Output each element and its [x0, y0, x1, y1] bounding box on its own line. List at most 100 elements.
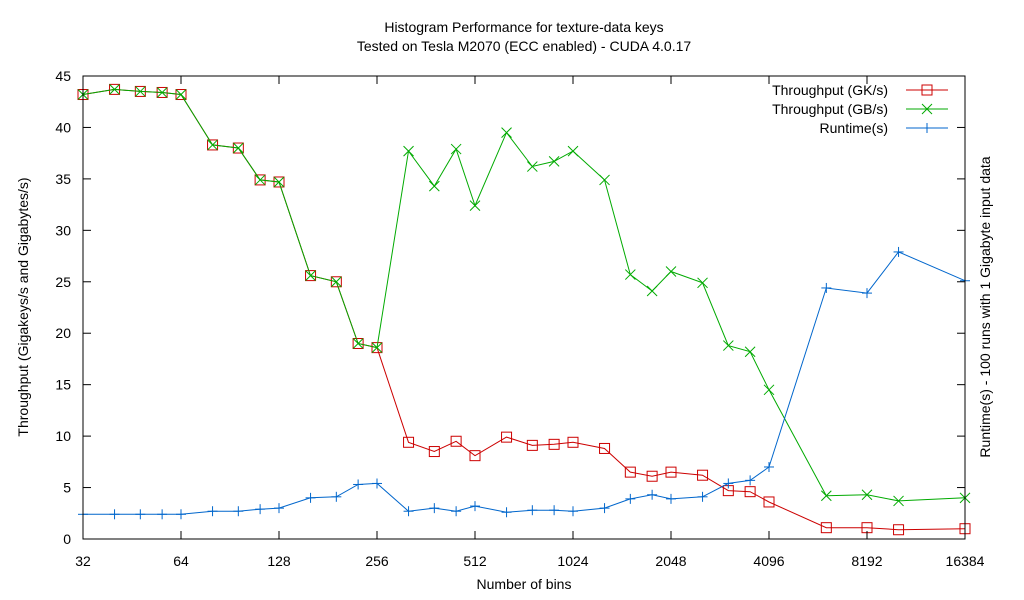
data-point-throughput-gb-s	[567, 145, 579, 157]
data-point-throughput-gk-s	[501, 431, 513, 443]
x-tick-label: 32	[75, 553, 91, 569]
marker-stroke	[548, 156, 560, 167]
data-point-runtime-s	[764, 461, 774, 472]
data-point-runtime-s	[372, 478, 382, 489]
data-point-throughput-gb-s	[501, 127, 512, 138]
data-point-runtime-s	[176, 509, 186, 520]
data-point-throughput-gb-s	[371, 342, 383, 353]
marker-stroke	[330, 276, 342, 288]
data-point-throughput-gb-s	[207, 139, 218, 151]
data-point-runtime-s	[697, 491, 708, 502]
data-point-throughput-gk-s	[893, 524, 905, 536]
data-point-throughput-gk-s	[207, 139, 219, 151]
marker-stroke	[175, 89, 187, 100]
data-point-runtime-s	[255, 504, 266, 515]
data-point-throughput-gk-s	[763, 496, 775, 508]
data-point-throughput-gk-s	[403, 436, 415, 448]
data-point-throughput-gb-s	[450, 143, 462, 155]
marker-stroke	[403, 145, 414, 157]
data-point-runtime-s	[451, 506, 462, 517]
data-point-runtime-s	[429, 503, 440, 514]
marker-stroke	[763, 384, 775, 396]
data-point-throughput-gb-s	[665, 266, 677, 277]
series-runtime-s	[78, 246, 970, 520]
data-point-throughput-gk-s	[665, 466, 677, 478]
data-point-throughput-gb-s	[254, 174, 266, 186]
data-point-throughput-gb-s	[428, 180, 440, 192]
legend-marker-runtime-s	[922, 123, 932, 133]
data-point-runtime-s	[470, 501, 480, 512]
data-point-throughput-gk-s	[744, 486, 756, 498]
data-point-runtime-s	[403, 506, 414, 517]
x-tick-label: 1024	[557, 553, 588, 569]
y-tick-label: 20	[55, 325, 71, 341]
x-tick-label: 128	[267, 553, 291, 569]
data-point-throughput-gb-s	[109, 84, 120, 95]
data-point-throughput-gb-s	[548, 156, 560, 167]
data-point-runtime-s	[666, 493, 676, 504]
data-point-throughput-gb-s	[330, 276, 342, 288]
x-tick-label: 8192	[851, 553, 882, 569]
data-point-runtime-s	[207, 506, 218, 517]
data-point-runtime-s	[568, 506, 578, 517]
data-point-throughput-gb-s	[403, 145, 414, 157]
marker-stroke	[450, 143, 462, 155]
data-point-throughput-gb-s	[697, 277, 708, 289]
data-point-throughput-gk-s	[305, 270, 317, 282]
data-point-runtime-s	[862, 288, 872, 299]
data-point-runtime-s	[599, 503, 610, 514]
data-point-throughput-gb-s	[893, 495, 904, 507]
x-tick-label: 512	[463, 553, 487, 569]
marker-stroke	[567, 145, 579, 157]
data-point-runtime-s	[135, 509, 146, 520]
marker-stroke	[156, 87, 168, 98]
data-point-throughput-gk-s	[428, 446, 440, 458]
x-tick-label: 256	[365, 553, 389, 569]
data-point-runtime-s	[625, 493, 636, 504]
data-point-runtime-s	[109, 509, 120, 520]
y-tick-label: 40	[55, 119, 71, 135]
data-point-throughput-gk-s	[254, 174, 266, 186]
marker-stroke	[134, 86, 146, 97]
data-point-throughput-gb-s	[861, 489, 873, 501]
marker-stroke	[744, 346, 756, 358]
data-point-throughput-gk-s	[450, 435, 462, 447]
data-point-throughput-gk-s	[232, 142, 244, 154]
chart-title: Histogram Performance for texture-data k…	[384, 19, 663, 35]
marker-stroke	[861, 489, 873, 501]
marker-stroke	[820, 490, 832, 502]
data-point-throughput-gk-s	[697, 469, 709, 481]
data-point-runtime-s	[353, 479, 364, 490]
data-point-runtime-s	[331, 491, 342, 502]
legend-label-throughput-gk-s: Throughput (GK/s)	[772, 82, 888, 98]
data-point-throughput-gk-s	[820, 522, 832, 534]
chart-subtitle: Tested on Tesla M2070 (ECC enabled) - CU…	[357, 38, 692, 54]
legend-label-runtime-s: Runtime(s)	[820, 120, 888, 136]
marker-stroke	[109, 84, 120, 95]
x-tick-label: 2048	[655, 553, 686, 569]
data-point-throughput-gk-s	[599, 442, 611, 454]
legend: Throughput (GK/s) Throughput (GB/s) Runtim…	[772, 82, 948, 136]
data-point-runtime-s	[157, 509, 168, 520]
marker-stroke	[469, 200, 481, 211]
data-point-throughput-gk-s	[273, 176, 285, 188]
data-point-throughput-gk-s	[646, 470, 658, 482]
data-point-throughput-gb-s	[305, 270, 316, 281]
data-point-throughput-gb-s	[156, 87, 168, 98]
data-point-throughput-gk-s	[330, 276, 342, 288]
y-tick-label: 15	[55, 377, 71, 393]
y-tick-label: 35	[55, 171, 71, 187]
data-point-runtime-s	[527, 505, 538, 516]
marker-stroke	[599, 174, 610, 186]
data-point-throughput-gb-s	[134, 86, 146, 97]
data-point-runtime-s	[821, 282, 832, 293]
y-axis-label: Throughput (Gigakeys/s and Gigabytes/s)	[15, 177, 31, 436]
data-point-throughput-gb-s	[273, 176, 285, 188]
y2-axis-label: Runtime(s) - 100 runs with 1 Gigabyte in…	[977, 156, 993, 457]
data-point-throughput-gk-s	[469, 450, 481, 462]
data-point-throughput-gk-s	[175, 89, 187, 101]
data-point-throughput-gb-s	[175, 89, 187, 100]
data-point-throughput-gk-s	[352, 338, 364, 350]
plot-frame	[82, 75, 966, 540]
